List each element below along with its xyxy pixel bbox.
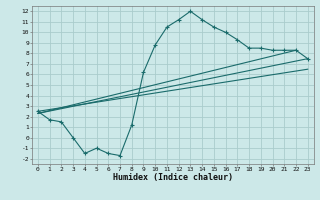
X-axis label: Humidex (Indice chaleur): Humidex (Indice chaleur) [113, 173, 233, 182]
